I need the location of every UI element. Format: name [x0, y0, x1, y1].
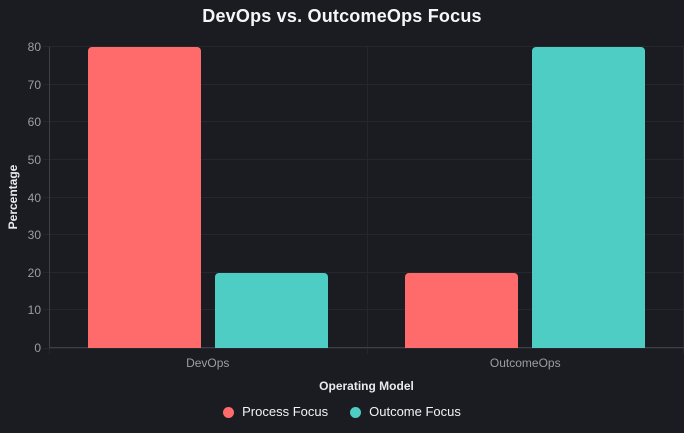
x-tick-label-devops: DevOps — [186, 356, 230, 370]
y-tick-label-40: 40 — [27, 190, 41, 205]
chart-title: DevOps vs. OutcomeOps Focus — [202, 6, 482, 26]
y-tick-label-0: 0 — [34, 341, 41, 355]
y-axis-tick-labels: 0 10 20 30 40 50 60 70 80 — [0, 40, 41, 355]
y-tick-mark-50 — [43, 158, 49, 160]
legend: Process Focus Outcome Focus — [0, 404, 684, 420]
y-tick-mark-80 — [43, 46, 49, 47]
gridline-y-0 — [49, 348, 684, 349]
plot-area — [43, 46, 684, 354]
y-tick-mark-70 — [43, 83, 49, 85]
y-tick-label-50: 50 — [27, 152, 41, 167]
x-tick-mark-1 — [367, 348, 368, 354]
y-tick-label-30: 30 — [27, 228, 41, 243]
x-axis-tick-labels: DevOps OutcomeOps — [49, 356, 684, 372]
legend-item-process-focus[interactable]: Process Focus — [223, 404, 328, 420]
legend-marker-process-focus-icon — [223, 406, 235, 418]
gridline-x-boundary-1 — [367, 47, 368, 348]
y-tick-label-60: 60 — [27, 115, 41, 130]
x-axis-title: Operating Model — [319, 379, 414, 393]
gridline-y-30 — [49, 234, 684, 236]
y-tick-label-80: 80 — [27, 40, 41, 54]
legend-label-process-focus: Process Focus — [242, 404, 329, 419]
y-tick-mark-40 — [43, 196, 49, 198]
y-axis-line — [49, 47, 50, 348]
gridline-y-60 — [49, 121, 684, 123]
y-tick-label-10: 10 — [27, 303, 41, 318]
bar-outcomeops-process-focus — [405, 272, 519, 348]
legend-label-outcome-focus: Outcome Focus — [369, 404, 461, 419]
y-tick-mark-20 — [43, 271, 49, 273]
x-tick-mark-0 — [49, 348, 50, 354]
gridline-y-20 — [49, 271, 684, 273]
gridline-y-40 — [49, 196, 684, 198]
gridline-y-80 — [49, 46, 684, 47]
legend-marker-outcome-focus-icon — [350, 406, 362, 418]
gridline-y-70 — [49, 83, 684, 85]
bar-devops-outcome-focus — [214, 272, 328, 348]
legend-item-outcome-focus[interactable]: Outcome Focus — [350, 404, 461, 420]
y-tick-label-20: 20 — [27, 265, 41, 280]
gridline-y-50 — [49, 158, 684, 160]
bar-devops-process-focus — [87, 47, 201, 348]
y-tick-mark-0 — [43, 348, 49, 349]
y-tick-label-70: 70 — [27, 77, 41, 92]
y-tick-mark-60 — [43, 121, 49, 123]
y-tick-mark-10 — [43, 309, 49, 311]
y-tick-mark-30 — [43, 234, 49, 236]
x-tick-label-outcomeops: OutcomeOps — [489, 356, 561, 370]
x-axis-line — [49, 347, 684, 348]
bar-outcomeops-outcome-focus — [532, 47, 646, 348]
gridline-y-10 — [49, 309, 684, 311]
